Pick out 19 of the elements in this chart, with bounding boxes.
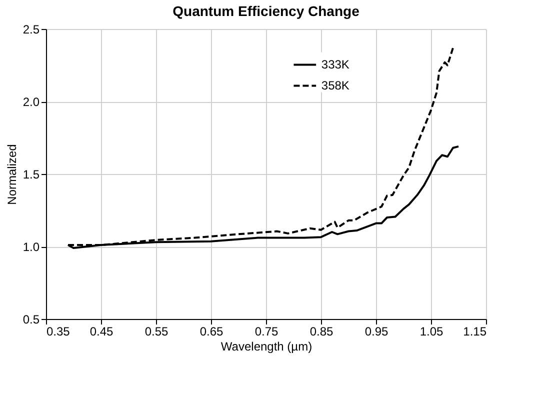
y-tick-label: 2.5 — [22, 22, 40, 36]
legend-label: 358K — [321, 78, 350, 93]
x-tick-label: 0.95 — [364, 324, 388, 338]
x-tick-label: 0.45 — [90, 324, 114, 338]
x-tick-label: 1.15 — [463, 324, 487, 338]
x-tick-label: 0.35 — [46, 324, 70, 338]
y-axis-title: Normalized — [4, 144, 19, 205]
x-tick-label: 0.75 — [254, 324, 278, 338]
x-tick-label: 0.55 — [144, 324, 168, 338]
x-tick-label: 0.65 — [200, 324, 224, 338]
x-tick-label: 0.85 — [310, 324, 334, 338]
legend-label: 333K — [321, 58, 350, 72]
chart-title: Quantum Efficiency Change — [172, 3, 360, 19]
x-axis-title: Wavelength (µm) — [220, 340, 312, 354]
y-tick-label: 1.0 — [22, 240, 40, 254]
y-tick-label: 2.0 — [22, 95, 40, 109]
x-tick-label: 1.05 — [420, 324, 444, 338]
y-tick-label: 0.5 — [22, 312, 40, 326]
y-tick-label: 1.5 — [22, 168, 40, 182]
